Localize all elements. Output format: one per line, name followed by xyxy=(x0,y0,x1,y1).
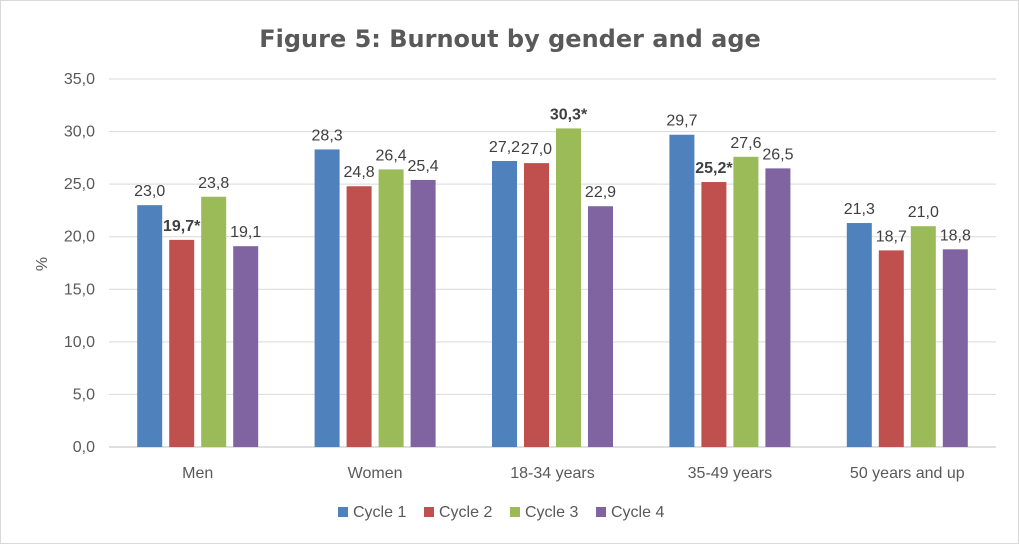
legend-swatch xyxy=(424,507,434,517)
data-label: 22,9 xyxy=(585,184,616,201)
bar-cycle-3 xyxy=(201,196,227,447)
legend-swatch xyxy=(596,507,606,517)
legend-swatch xyxy=(510,507,520,517)
data-label: 26,4 xyxy=(376,147,407,164)
bar-cycle-2 xyxy=(346,186,372,447)
legend-label: Cycle 2 xyxy=(439,504,492,521)
x-axis-ticks: Men Women 18-34 years 35-49 years 50 years a… xyxy=(182,465,965,482)
x-tick-label: Women xyxy=(348,465,403,482)
y-tick-label: 0,0 xyxy=(73,439,95,456)
y-tick-label: 20,0 xyxy=(64,229,95,246)
data-label: 19,7* xyxy=(163,218,201,235)
bar-cycle-2 xyxy=(878,250,904,447)
data-label: 28,3 xyxy=(312,127,343,144)
bar-cycle-2 xyxy=(524,163,549,447)
data-label: 21,3 xyxy=(844,201,875,218)
data-label: 18,8 xyxy=(940,227,971,244)
data-label: 24,8 xyxy=(344,164,375,181)
bar-cycle-1 xyxy=(669,134,695,447)
chart-title: Figure 5: Burnout by gender and age xyxy=(259,25,761,53)
data-labels: 23,019,7*23,819,128,324,826,425,427,2 27,… xyxy=(134,106,971,245)
bar-cycle-4 xyxy=(588,206,613,447)
bar-cycle-3 xyxy=(910,226,936,447)
x-tick-label: 18-34 years xyxy=(510,465,595,482)
bars xyxy=(137,128,968,448)
bar-cycle-1 xyxy=(492,161,517,448)
legend-label: Cycle 1 xyxy=(353,504,406,521)
bar-cycle-2 xyxy=(701,182,727,448)
data-label: 25,2* xyxy=(695,160,733,177)
data-label: 30,3* xyxy=(550,106,588,123)
bar-cycle-2 xyxy=(169,239,195,447)
y-tick-label: 25,0 xyxy=(64,176,95,193)
bar-cycle-4 xyxy=(410,179,436,448)
y-tick-label: 30,0 xyxy=(64,124,95,141)
y-axis-ticks: 0,0 5,0 10,0 15,0 20,0 25,0 30,0 35,0 xyxy=(64,71,95,456)
data-label: 27,0 xyxy=(521,141,552,158)
y-tick-label: 5,0 xyxy=(73,386,95,403)
data-label: 19,1 xyxy=(230,224,261,241)
x-tick-label: 50 years and up xyxy=(850,465,965,482)
y-tick-label: 35,0 xyxy=(64,71,95,88)
bar-cycle-1 xyxy=(846,223,872,447)
x-tick-label: 35-49 years xyxy=(688,465,773,482)
y-tick-label: 10,0 xyxy=(64,334,95,351)
data-label: 27,2 xyxy=(489,139,520,156)
data-label: 23,0 xyxy=(134,183,165,200)
data-label: 23,8 xyxy=(198,175,229,192)
bar-cycle-3 xyxy=(378,169,404,447)
bar-cycle-3 xyxy=(556,128,581,447)
data-label: 25,4 xyxy=(408,158,439,175)
legend: Cycle 1 Cycle 2 Cycle 3 Cycle 4 xyxy=(338,504,664,521)
bar-cycle-1 xyxy=(314,149,340,447)
bar-cycle-3 xyxy=(733,156,759,447)
y-axis-label: % xyxy=(34,257,51,271)
legend-label: Cycle 3 xyxy=(525,504,578,521)
bar-cycle-1 xyxy=(137,205,163,447)
x-tick-label: Men xyxy=(182,465,213,482)
y-tick-label: 15,0 xyxy=(64,281,95,298)
data-label: 18,7 xyxy=(876,228,907,245)
bar-cycle-4 xyxy=(765,168,791,447)
bar-cycle-4 xyxy=(233,246,259,447)
data-label: 21,0 xyxy=(908,204,939,221)
data-label: 27,6 xyxy=(730,135,761,152)
bar-cycle-4 xyxy=(942,249,968,447)
data-label: 29,7 xyxy=(666,113,697,130)
data-label: 26,5 xyxy=(762,146,793,163)
legend-swatch xyxy=(338,507,348,517)
legend-label: Cycle 4 xyxy=(611,504,664,521)
